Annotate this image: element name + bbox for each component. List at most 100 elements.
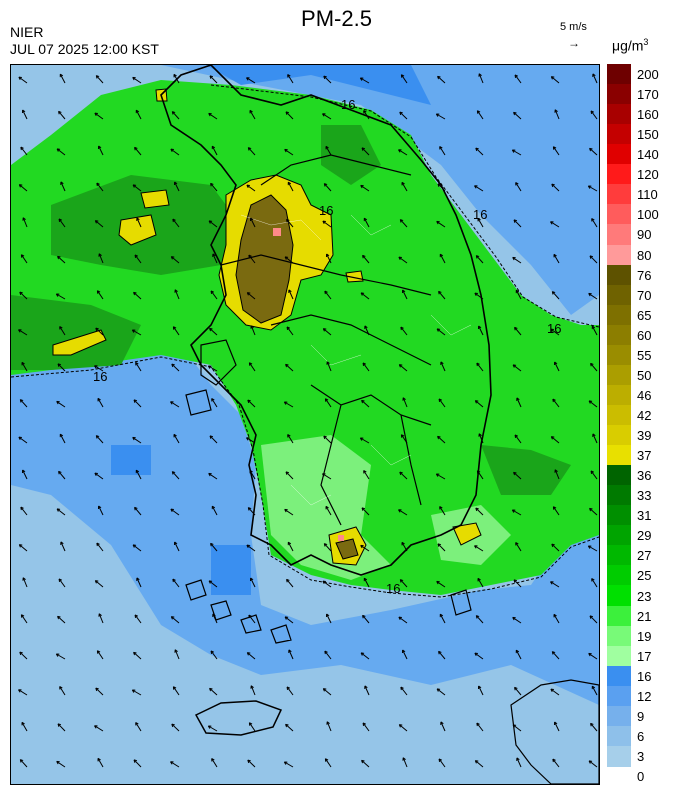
wind-arrowhead [360,185,363,189]
wind-arrow-icon [398,149,408,156]
wind-arrowhead [209,688,212,692]
wind-arrowhead [94,365,97,369]
wind-arrow-icon [512,149,522,156]
wind-arrowhead [131,329,135,333]
wind-arrowhead [398,509,401,513]
wind-arrow-icon [58,471,66,480]
wind-arrow-icon [323,435,332,444]
wind-arrowhead [285,724,288,728]
wind-arrow-icon [56,508,66,516]
wind-arrow-icon [250,325,256,336]
wind-arrowhead [513,219,516,223]
legend-label-120: 120 [637,167,659,183]
wind-arrowhead [94,220,97,224]
legend-label-0: 0 [637,769,645,785]
wind-arrowhead [285,471,288,475]
wind-arrowhead [18,329,21,333]
wind-arrowhead [550,76,553,80]
wind-arrow-icon [476,722,484,732]
wind-arrowhead [286,579,288,583]
wind-arrow-icon [246,544,256,552]
legend-label-31: 31 [637,508,652,524]
wind-arrow-icon [326,721,332,732]
legend-label-60: 60 [637,327,652,343]
wind-arrow-icon [552,398,560,408]
wind-arrow-icon [21,362,28,372]
wind-arrowhead [398,364,401,368]
district-borders [240,214,472,506]
wind-arrow-icon [591,685,598,696]
wind-arrow-icon [59,433,66,444]
wind-arrow-icon [514,434,522,444]
wind-arrow-icon [134,507,142,516]
wind-arrow-icon [439,253,446,264]
wind-arrow-icon [400,74,408,84]
wind-arrow-icon [98,145,104,156]
wind-arrowhead [18,76,21,81]
sea-dark-patch-3 [211,545,251,595]
wind-arrow-icon [59,686,66,696]
wind-arrowhead [247,759,250,764]
wind-arrowhead [19,651,22,656]
contour-label-west: 16 [93,369,107,384]
wind-arrow-icon [132,329,142,336]
wind-arrow-icon [437,75,446,84]
wind-arrow-icon [22,577,28,588]
wind-arrow-icon [360,544,370,552]
wind-arrowhead [588,293,591,297]
wind-arrow-icon [551,76,560,84]
legend-label-23: 23 [637,588,652,604]
wind-arrow-icon [550,688,560,696]
wind-arrow-icon [512,724,522,732]
map-title: PM-2.5 [301,6,372,31]
wind-arrowhead [133,759,136,763]
wind-arrow-icon [285,471,294,480]
wind-arrow-icon [58,578,66,588]
wind-arrow-icon [474,185,484,192]
wind-arrowhead [587,545,591,549]
legend-label-39: 39 [637,428,652,444]
wind-arrowhead [208,220,211,224]
wind-arrow-icon [287,74,294,84]
wind-arrow-icon [18,329,28,336]
wind-arrow-icon [436,113,446,120]
legend-label-6: 6 [637,728,645,744]
wind-arrow-icon [402,397,408,408]
wind-arrow-icon [438,651,446,660]
legend-swatch-29 [607,525,631,547]
legend-swatch-21 [607,605,631,627]
wind-arrowhead [551,291,554,295]
wind-arrow-icon [550,581,560,588]
wind-arrow-icon [171,471,180,480]
hotspot-olive-south [335,538,359,560]
wind-arrow-icon [209,75,218,84]
wind-arrow-icon [56,293,66,300]
wind-arrowhead [95,327,98,332]
wind-arrow-icon [513,579,522,588]
wind-arrowhead [283,761,287,765]
wind-vectors [18,73,598,768]
wind-arrow-icon [363,470,370,480]
pm25-map: 16 16 16 16 16 16 [10,64,600,785]
wind-arrow-icon [132,544,142,552]
legend-swatch-6 [607,725,631,747]
wind-arrow-icon [362,255,370,264]
wind-arrow-icon [515,289,522,300]
legend-swatch-23 [607,585,631,607]
wind-arrowhead [56,508,59,512]
wind-arrow-icon [515,542,522,552]
wind-arrow-icon [439,613,446,624]
wind-arrowhead [284,616,287,620]
wind-arrow-icon [95,220,104,228]
wind-arrow-icon [211,398,218,408]
wind-arrowhead [587,185,591,189]
wind-arrowhead [170,401,173,405]
wind-arrow-icon [478,73,484,84]
legend-label-37: 37 [637,448,652,464]
wind-arrowhead [437,76,440,80]
wind-arrow-icon [554,469,560,480]
wind-arrowhead [55,293,59,297]
legend-label-50: 50 [637,367,652,383]
legend-swatch-39 [607,425,631,447]
wind-arrow-icon [400,326,408,336]
